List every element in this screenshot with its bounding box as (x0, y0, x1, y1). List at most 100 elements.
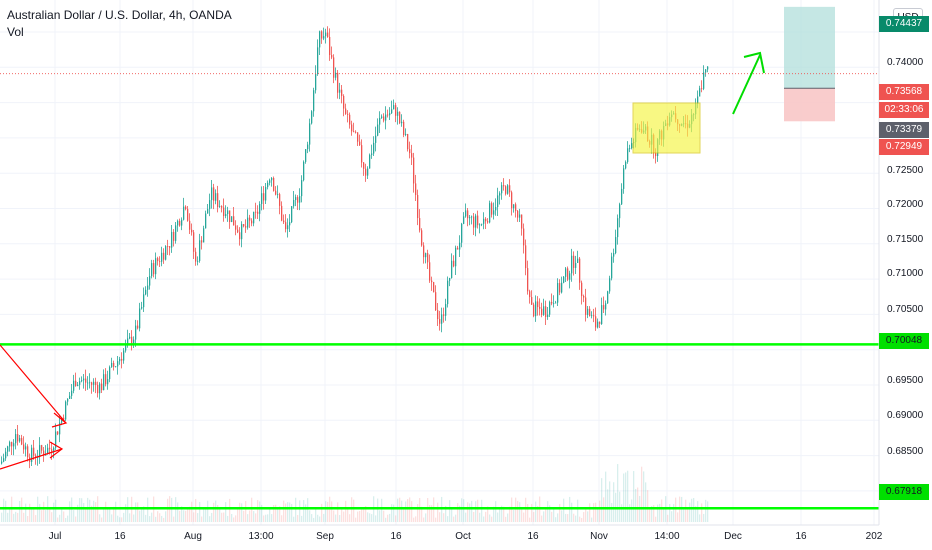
candle-body (307, 144, 309, 150)
candle-body (511, 192, 513, 209)
volume-bar (303, 500, 305, 522)
candles (1, 26, 709, 469)
candle-body (111, 362, 113, 368)
volume-bar (113, 506, 115, 522)
candle-body (25, 446, 27, 450)
candle-body (95, 381, 97, 385)
volume-bar (391, 504, 393, 522)
candle-body (577, 258, 579, 264)
volume-bar (479, 512, 481, 522)
candle-body (287, 225, 289, 230)
candle-body (573, 255, 575, 268)
volume-bar (353, 499, 355, 522)
candle-body (369, 154, 371, 169)
volume-bar (645, 482, 647, 522)
candle-body (245, 226, 247, 228)
candle-body (77, 384, 79, 387)
candle-body (347, 113, 349, 115)
volume-bar (551, 511, 553, 522)
volume-bar (139, 510, 141, 522)
volume-bar (675, 497, 677, 522)
candle-body (213, 187, 215, 201)
candle-body (357, 132, 359, 142)
candle-body (313, 90, 315, 112)
candle-body (69, 395, 71, 399)
volume-bar (649, 507, 651, 522)
volume-bar (63, 511, 65, 522)
y-tick: 0.69500 (887, 375, 924, 386)
x-tick: Oct (455, 531, 471, 542)
candle-body (81, 380, 83, 382)
volume-bar (429, 504, 431, 522)
candle-body (179, 220, 181, 226)
candle-body (355, 131, 357, 133)
candle-body (393, 105, 395, 110)
volume-bar (513, 509, 515, 522)
candle-body (563, 276, 565, 283)
candle-body (361, 145, 363, 163)
candle-body (99, 383, 101, 394)
candle-body (139, 308, 141, 329)
volume-bar (267, 514, 269, 522)
candle-body (133, 339, 135, 346)
candle-body (119, 358, 121, 362)
volume-bar (695, 506, 697, 522)
volume-bar (585, 508, 587, 522)
candle-body (399, 111, 401, 124)
volume-bar (433, 497, 435, 522)
volume-bar (73, 510, 75, 522)
candle-body (259, 204, 261, 214)
candle-body (343, 95, 345, 109)
candle-body (143, 294, 145, 308)
candle-body (429, 262, 431, 281)
volume-bar (393, 504, 395, 522)
candle-body (297, 197, 299, 203)
volume-bar (381, 498, 383, 522)
candle-body (291, 206, 293, 223)
x-tick: Jul (48, 531, 62, 542)
candle-body (85, 378, 87, 383)
up-arrow-line (732, 54, 761, 115)
volume-bar (211, 512, 213, 522)
candle-body (513, 204, 515, 209)
volume-indicator-label[interactable]: Vol (7, 25, 24, 39)
candle-body (157, 258, 159, 262)
volume-bar (255, 513, 257, 522)
volume-bar (643, 471, 645, 522)
volume-bar (125, 504, 127, 522)
candle-body (699, 88, 701, 97)
x-tick: 202 (865, 531, 883, 542)
candle-body (135, 325, 137, 340)
volume-bar (655, 516, 657, 522)
volume-bar (653, 505, 655, 522)
volume-bar (59, 514, 61, 522)
candle-body (273, 178, 275, 191)
volume-bar (341, 508, 343, 522)
volume-bar (385, 517, 387, 522)
volume-bar (515, 497, 517, 522)
candle-body (537, 301, 539, 308)
volume-bar (701, 503, 703, 522)
volume-bar (363, 507, 365, 522)
volume-bar (455, 514, 457, 522)
candle-body (271, 178, 273, 181)
volume-bar (143, 506, 145, 522)
candle-body (377, 124, 379, 136)
candle-body (591, 315, 593, 317)
volume-bar (407, 498, 409, 522)
volume-bar (81, 498, 83, 522)
candle-body (181, 219, 183, 226)
candle-body (385, 114, 387, 121)
volume-bar (689, 502, 691, 522)
candle-body (381, 116, 383, 118)
target-zone (784, 6, 835, 89)
volume-bar (559, 503, 561, 522)
volume-bar (509, 506, 511, 522)
volume-bar (99, 514, 101, 522)
volume-bar (445, 505, 447, 522)
volume-bar (505, 516, 507, 522)
volume-bar (119, 517, 121, 522)
candle-body (337, 72, 339, 93)
volume-bar (57, 517, 59, 522)
